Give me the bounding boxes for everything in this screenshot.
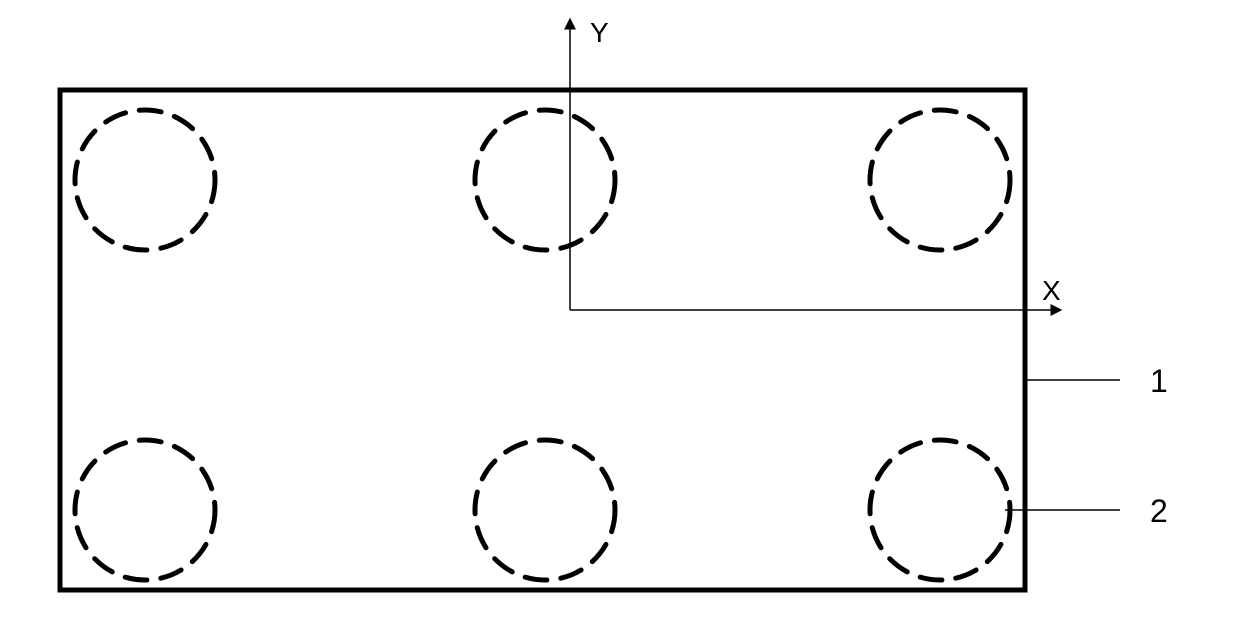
outer-rectangle <box>60 90 1025 590</box>
x-axis-label: X <box>1042 275 1061 306</box>
y-axis-label: Y <box>590 17 609 48</box>
dashed-circle-bottom-middle <box>475 440 615 580</box>
dashed-circle-bottom-right <box>870 440 1010 580</box>
callout-label-2: 2 <box>1150 493 1168 529</box>
dashed-circle-top-middle <box>475 110 615 250</box>
dashed-circle-bottom-left <box>75 440 215 580</box>
dashed-circle-top-right <box>870 110 1010 250</box>
dashed-circle-top-left <box>75 110 215 250</box>
callout-label-1: 1 <box>1150 363 1168 399</box>
